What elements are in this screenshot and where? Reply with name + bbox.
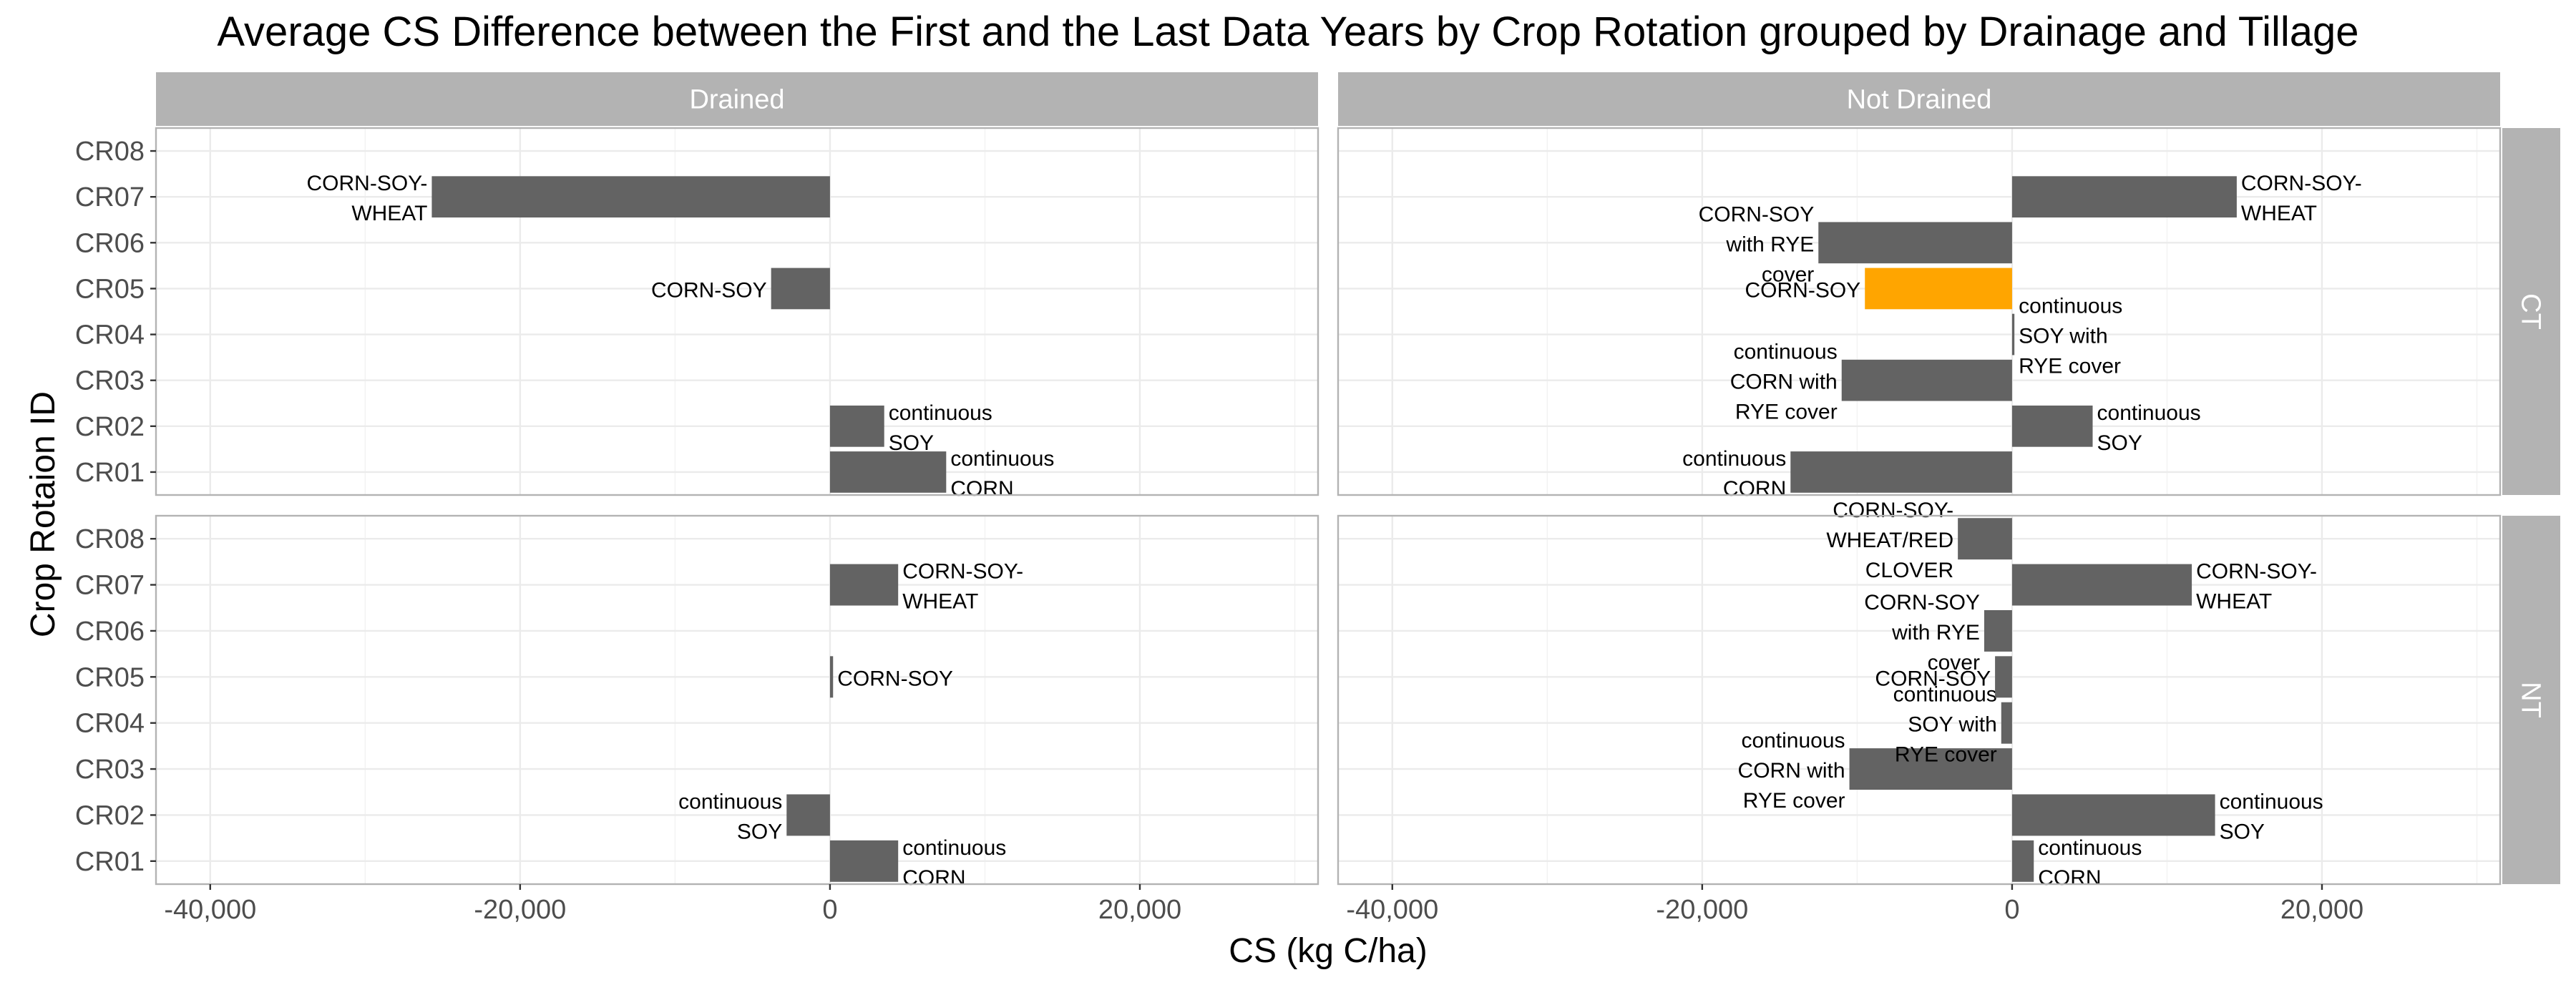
bar-label-cr04: continuous SOY with RYE cover [1893, 683, 1997, 767]
strip-label-ct: CT [2516, 293, 2546, 330]
bar-cr05 [771, 268, 830, 310]
bar-cr01 [829, 451, 947, 493]
bar-cr08 [1958, 518, 2012, 560]
y-tick-label-cr01-nt: CR01 [75, 847, 145, 877]
x-axis-title: CS (kg C/ha) [1229, 932, 1427, 970]
bar-label-cr02: continuous SOY [2097, 401, 2201, 455]
bar-label-cr07: CORN-SOY-WHEAT [902, 560, 1023, 614]
bar-label-cr03: continuous CORN with RYE cover [1730, 340, 1838, 424]
bar-cr03 [1841, 359, 2012, 401]
bar-label-cr01: continuous CORN [950, 447, 1054, 501]
y-tick-label-cr05-ct: CR05 [75, 274, 145, 304]
bar-label-cr04: continuous SOY with RYE cover [2019, 295, 2122, 378]
bar-cr07 [2011, 564, 2192, 606]
y-tick-label-cr02-ct: CR02 [75, 412, 145, 442]
bar-cr02 [2011, 405, 2093, 447]
bar-label-cr01: continuous CORN [902, 836, 1006, 890]
bar-cr02 [829, 405, 884, 447]
bar-label-cr02: continuous SOY [678, 790, 782, 843]
bar-label-cr05: CORN-SOY [651, 278, 767, 302]
bar-label-cr05: CORN-SOY [1745, 278, 1861, 302]
bar-label-cr07: CORN-SOY-WHEAT [2241, 172, 2362, 225]
bar-cr06 [1818, 222, 2012, 264]
strip-not-drained [1338, 72, 2500, 126]
bar-cr05 [1995, 656, 2012, 698]
y-tick-label-cr03-nt: CR03 [75, 755, 145, 785]
y-tick-label-cr08-nt: CR08 [75, 524, 145, 554]
y-tick-label-cr05-nt: CR05 [75, 662, 145, 692]
ticks-layer: CR01 CR02 CR03 CR04 CR05 CR06 CR07 CR08 CR01 CR02… [75, 137, 2363, 925]
y-tick-label-cr06-ct: CR06 [75, 228, 145, 258]
x-tick-label-drained: -20,000 [474, 895, 566, 925]
x-tick-label-drained: 0 [822, 895, 837, 925]
y-tick-label-cr04-nt: CR04 [75, 709, 145, 739]
x-tick-label-not-drained: -20,000 [1656, 895, 1748, 925]
bar-cr02 [2011, 794, 2215, 836]
bar-label-cr05: CORN-SOY [1875, 667, 1991, 690]
strip-label-not-drained: Not Drained [1847, 85, 1992, 115]
strip-drained [156, 72, 1318, 126]
strip-label-drained: Drained [689, 85, 784, 115]
y-tick-label-cr04-ct: CR04 [75, 320, 145, 351]
x-tick-label-drained: -40,000 [164, 895, 256, 925]
y-tick-label-cr03-ct: CR03 [75, 366, 145, 396]
bar-label-cr02: continuous SOY [2220, 790, 2323, 843]
y-tick-label-cr06-nt: CR06 [75, 617, 145, 647]
strip-label-nt: NT [2516, 682, 2546, 718]
bar-label-cr07: CORN-SOY-WHEAT [307, 172, 428, 225]
bar-cr04 [2001, 702, 2012, 744]
bar-cr03 [1849, 748, 2012, 790]
bar-label-cr06: CORN-SOY with RYE cover [1699, 202, 1815, 286]
bar-cr01 [2011, 840, 2034, 882]
bar-cr02 [786, 794, 830, 836]
x-tick-label-not-drained: -40,000 [1346, 895, 1438, 925]
strip-nt [2502, 516, 2560, 884]
x-tick-label-not-drained: 20,000 [2280, 895, 2363, 925]
panel-not-drained-ct: continuous CORN continuous SOY continuous COR… [1337, 127, 2502, 501]
y-tick-label-cr07-nt: CR07 [75, 571, 145, 601]
bar-label-cr01: continuous CORN [1682, 447, 1786, 501]
bar-cr07 [829, 564, 899, 606]
bar-cr04 [2011, 313, 2015, 356]
bar-label-cr06: CORN-SOY with RYE cover [1864, 591, 1980, 675]
bar-label-cr05: CORN-SOY [837, 667, 953, 690]
bar-cr07 [431, 176, 830, 218]
bar-label-cr03: continuous CORN with RYE cover [1738, 729, 1845, 813]
y-tick-label-cr01-ct: CR01 [75, 458, 145, 488]
y-tick-label-cr07-ct: CR07 [75, 182, 145, 212]
bar-label-cr01: continuous CORN [2038, 836, 2142, 890]
bar-label-cr07: CORN-SOY-WHEAT [2196, 560, 2317, 614]
bar-label-cr08: CORN-SOY-WHEAT/RED CLOVER [1826, 499, 1953, 582]
bar-label-cr02: continuous SOY [889, 401, 992, 455]
bar-cr05 [1865, 268, 2012, 310]
bar-cr01 [829, 840, 899, 882]
bar-cr05 [829, 656, 834, 698]
bar-cr06 [1984, 609, 2012, 652]
panel-drained-nt: continuous CORN continuous SOY CORN-SOY CORN-… [155, 514, 1319, 890]
bar-cr07 [2011, 176, 2237, 218]
y-tick-label-cr08-ct: CR08 [75, 137, 145, 167]
strip-ct [2502, 128, 2560, 495]
bar-cr01 [1790, 451, 2012, 493]
x-tick-label-drained: 20,000 [1098, 895, 1181, 925]
panel-not-drained-nt: continuous CORN continuous SOY continuous COR… [1337, 499, 2502, 890]
x-tick-label-not-drained: 0 [2004, 895, 2019, 925]
chart-title: Average CS Difference between the First … [217, 9, 2358, 55]
y-tick-label-cr02-nt: CR02 [75, 800, 145, 830]
y-axis-title: Crop Rotaion ID [24, 391, 62, 637]
